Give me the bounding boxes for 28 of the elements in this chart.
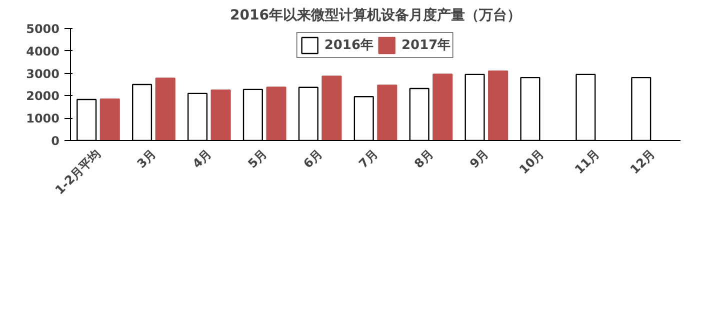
bar [155, 78, 176, 140]
bar [100, 98, 120, 140]
x-tick-label: 3月 [134, 146, 159, 171]
bar [432, 74, 453, 140]
bar [377, 84, 398, 140]
x-tick-label: 5月 [245, 146, 270, 171]
bar [488, 70, 508, 140]
y-tick-label: 2000 [26, 89, 60, 104]
x-tick-label: 8月 [412, 146, 436, 171]
x-tick-label: 4月 [190, 146, 214, 171]
y-tick-label: 0 [51, 134, 60, 148]
x-tick-label: 6月 [300, 146, 325, 171]
x-tick-label: 7月 [356, 146, 380, 171]
bar [266, 86, 286, 140]
chart-title: 2016年以来微型计算机设备月度产量（万台） [230, 6, 521, 24]
legend-label: 2016年 [324, 37, 374, 54]
y-tick-label: 3000 [26, 66, 60, 81]
x-tick-label: 9月 [467, 146, 492, 171]
bar [322, 76, 342, 140]
x-tick-label: 12月 [628, 146, 658, 177]
x-tick-label: 10月 [516, 146, 547, 177]
x-tick-label: 1-2月平均 [52, 146, 104, 198]
y-tick-label: 5000 [26, 22, 60, 36]
legend-label: 2017年 [402, 37, 451, 54]
bar [210, 90, 231, 140]
x-tick-label: 11月 [572, 146, 602, 177]
y-tick-label: 4000 [26, 44, 60, 58]
y-tick-label: 1000 [26, 112, 60, 126]
